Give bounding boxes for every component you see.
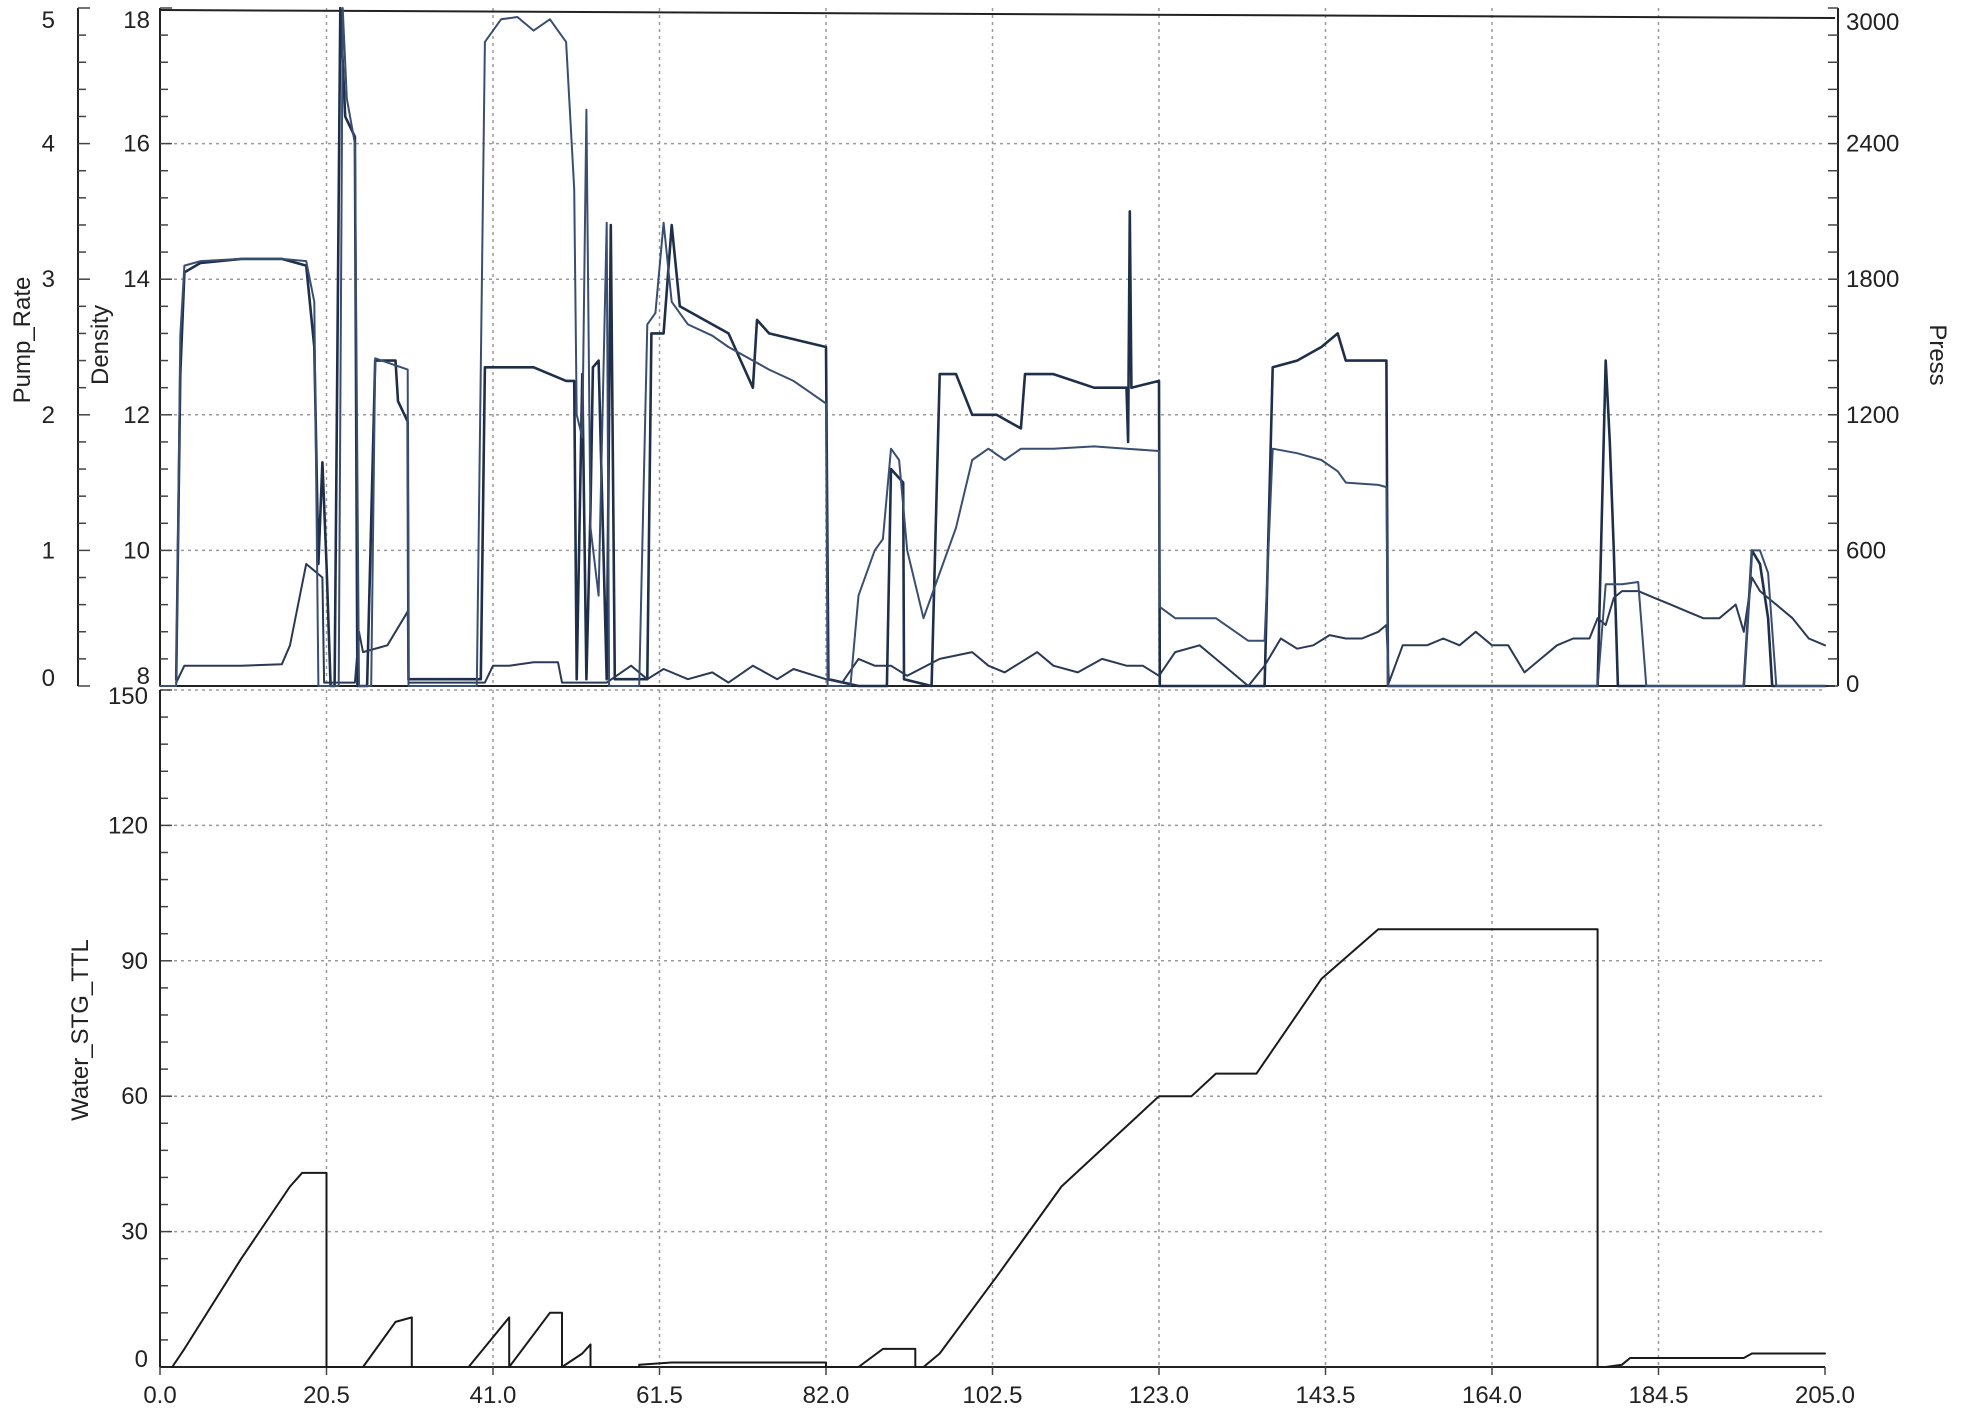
density-tick-label: 12	[123, 402, 150, 429]
press-axis-label: Press	[1924, 324, 1951, 385]
press-tick-label: 2400	[1846, 131, 1899, 158]
bottom-panel: 0 30 60 90 120 150 0.0 20.5 41.0 61.5 82.0 102.5 123…	[108, 683, 1855, 1409]
pump-rate-tick-label: 0	[42, 665, 55, 692]
x-tick-label: 102.5	[962, 1382, 1022, 1409]
top-series-left_inner-line	[175, 563, 1826, 687]
press-tick-label: 3000	[1846, 9, 1899, 36]
x-tick-label: 82.0	[803, 1382, 850, 1409]
x-tick-label: 164.0	[1462, 1382, 1522, 1409]
x-tick-label: 61.5	[636, 1382, 683, 1409]
x-tick-label: 20.5	[303, 1382, 350, 1409]
x-tick-label: 205.0	[1795, 1382, 1855, 1409]
water-stg-ttl-axis-label: Water_STG_TTL	[67, 939, 94, 1121]
water-tick-label: 120	[108, 812, 148, 839]
top-frame-line	[159, 9, 1836, 19]
press-tick-label: 1200	[1846, 402, 1899, 429]
x-tick-label: 184.5	[1628, 1382, 1688, 1409]
x-tick-label: 0.0	[143, 1382, 176, 1409]
top-series-left_outer-line	[174, 6, 1827, 688]
density-tick-label: 14	[123, 266, 150, 293]
press-tick-label: 1800	[1846, 266, 1899, 293]
water-tick-label: 30	[121, 1219, 148, 1246]
water-tick-label: 150	[108, 683, 148, 710]
top-series-right-line	[159, 7, 1826, 687]
x-tick-label: 143.5	[1295, 1382, 1355, 1409]
density-tick-label: 18	[123, 7, 150, 34]
density-tick-label: 10	[123, 537, 150, 564]
density-tick-label: 8	[137, 663, 150, 690]
press-tick-label: 600	[1846, 537, 1886, 564]
water-stg-ttl-line	[171, 928, 1826, 1368]
x-tick-label: 123.0	[1129, 1382, 1189, 1409]
press-tick-label: 0	[1846, 671, 1859, 698]
pump-rate-tick-label: 3	[42, 266, 55, 293]
pump-rate-tick-label: 1	[42, 537, 55, 564]
pump-rate-tick-label: 4	[42, 131, 55, 158]
pump-rate-tick-label: 5	[42, 7, 55, 34]
pump-rate-axis-label: Pump_Rate	[9, 277, 36, 404]
water-tick-label: 0	[135, 1346, 148, 1373]
water-tick-label: 90	[121, 948, 148, 975]
water-tick-label: 60	[121, 1083, 148, 1110]
density-tick-label: 16	[123, 131, 150, 158]
density-axis-label: Density	[87, 305, 114, 385]
pump-rate-tick-label: 2	[42, 402, 55, 429]
x-tick-label: 41.0	[470, 1382, 517, 1409]
